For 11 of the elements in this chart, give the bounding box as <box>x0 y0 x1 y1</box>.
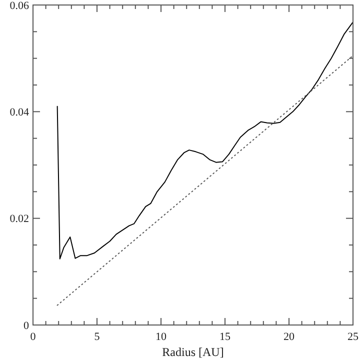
x-tick-label: 5 <box>94 331 100 343</box>
y-tick-label: 0.02 <box>10 213 29 226</box>
x-tick-label: 15 <box>220 331 231 343</box>
y-tick-label: 0.06 <box>10 0 30 12</box>
x-tick-label: 25 <box>348 331 359 343</box>
x-axis-title: Radius [AU] <box>162 345 224 359</box>
line-series <box>56 22 354 260</box>
y-tick-label: 0 <box>24 320 30 332</box>
y-tick-label: 0.04 <box>10 106 30 119</box>
x-tick-label: 10 <box>156 331 167 343</box>
x-tick-label: 20 <box>284 331 295 343</box>
